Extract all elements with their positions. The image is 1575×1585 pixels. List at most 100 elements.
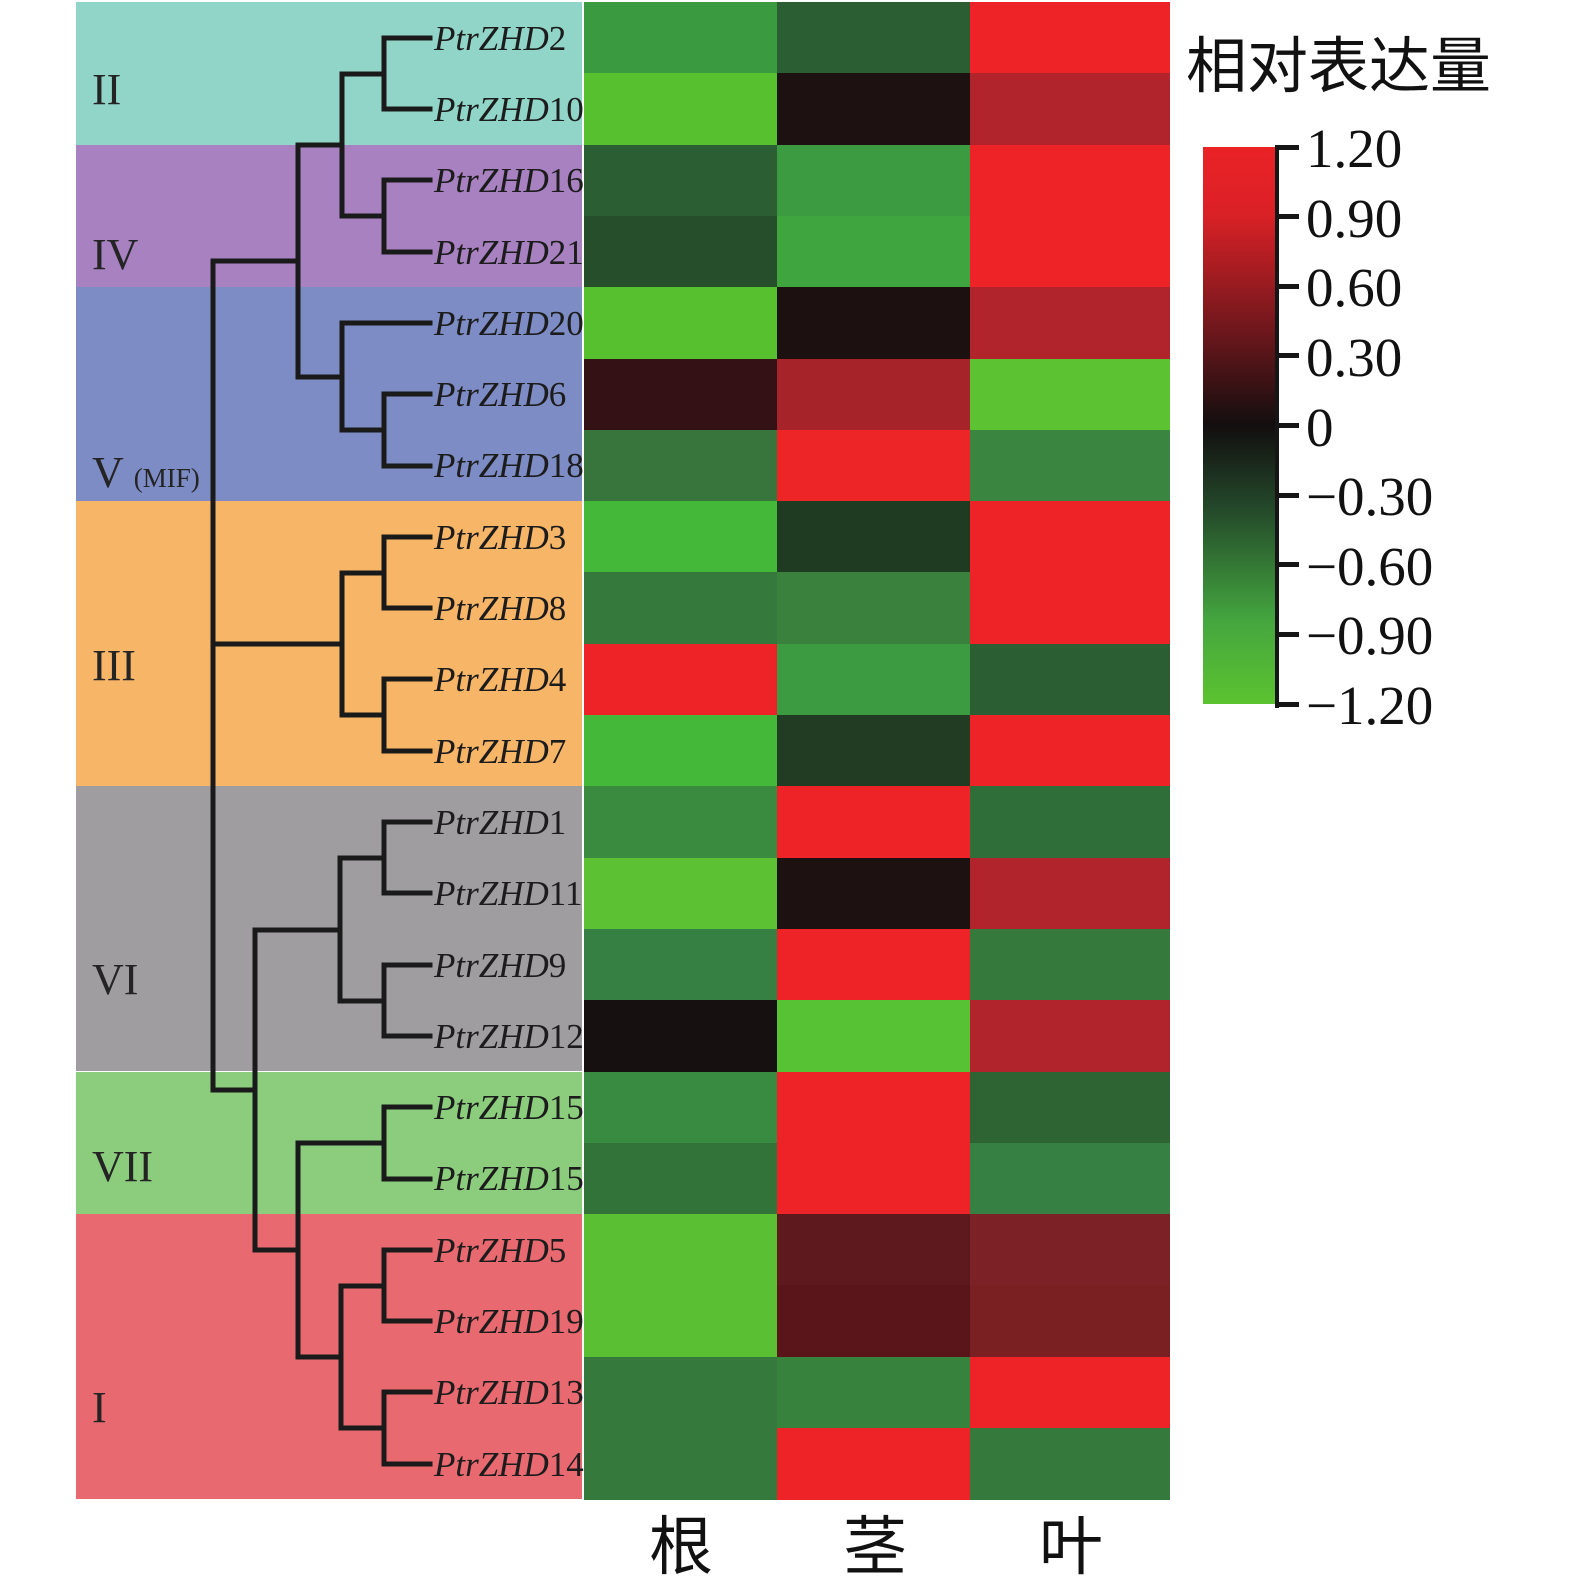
legend-tick-0.30 (1275, 353, 1299, 359)
gene-number: 6 (548, 375, 567, 415)
gene-name-italic-prefix: PtrZHD (434, 517, 549, 557)
tree-branches (210, 35, 433, 1467)
gene-number: 21 (548, 232, 584, 272)
gene-name-italic-prefix: PtrZHD (434, 1159, 549, 1199)
gene-label-PtrZHD7-row11: PtrZHD7 (434, 734, 566, 769)
heatmap-cell-PtrZHD21-root (584, 215, 777, 288)
gene-label-PtrZHD18-row7: PtrZHD18 (434, 448, 584, 483)
clade-sublabel: (MIF) (133, 463, 200, 493)
gene-name-italic-prefix: PtrZHD (434, 1444, 549, 1484)
heatmap-cell-PtrZHD16-stem (777, 144, 970, 217)
heatmap-cell-PtrZHD15-leaf (970, 1071, 1170, 1144)
gene-name-italic-prefix: PtrZHD (434, 874, 549, 914)
heatmap-cell-PtrZHD14-stem (777, 1428, 970, 1501)
gene-label-PtrZHD15-row17: PtrZHD15 (434, 1161, 584, 1196)
gene-name-italic-prefix: PtrZHD (434, 1373, 549, 1413)
heatmap-cell-PtrZHD3-root (584, 501, 777, 574)
gene-number: 10 (548, 89, 584, 129)
legend-gradient-bar (1203, 147, 1275, 704)
gene-label-PtrZHD4-row10: PtrZHD4 (434, 662, 566, 697)
heatmap-cell-PtrZHD15-root (584, 1142, 777, 1215)
clade-label-IV: IV (92, 233, 138, 277)
legend-title: 相对表达量 (1186, 34, 1492, 101)
heatmap-cell-PtrZHD8-stem (777, 572, 970, 645)
legend-tick-0.60 (1275, 283, 1299, 289)
heatmap-cell-PtrZHD12-leaf (970, 1000, 1170, 1073)
clade-block-V (76, 287, 582, 502)
column-label-root: 根 (649, 1512, 713, 1583)
gene-number: 11 (548, 874, 583, 914)
clade-label-II: II (92, 68, 121, 112)
gene-name-italic-prefix: PtrZHD (434, 731, 549, 771)
heatmap-cell-PtrZHD16-root (584, 144, 777, 217)
legend-tick-0 (1275, 423, 1299, 429)
heatmap-cell-PtrZHD18-stem (777, 429, 970, 502)
heatmap-cell-PtrZHD16-leaf (970, 144, 1170, 217)
gene-name-italic-prefix: PtrZHD (434, 660, 549, 700)
gene-label-PtrZHD21-row4: PtrZHD21 (434, 235, 584, 270)
column-label-stem: 茎 (843, 1512, 907, 1583)
gene-label-PtrZHD11-row13: PtrZHD11 (434, 876, 582, 911)
clade-roman-numeral: III (92, 641, 136, 690)
legend-tick-−0.90 (1275, 631, 1299, 637)
legend-tick-label-0.30: 0.30 (1306, 326, 1403, 388)
heatmap-cell-PtrZHD19-leaf (970, 1285, 1170, 1358)
heatmap-cell-PtrZHD14-root (584, 1428, 777, 1501)
legend-tick-1.20 (1275, 144, 1299, 150)
heatmap-cell-PtrZHD9-root (584, 928, 777, 1001)
heatmap-cell-PtrZHD9-leaf (970, 928, 1170, 1001)
legend-tick-label-−0.30: −0.30 (1306, 466, 1434, 528)
heatmap-cell-PtrZHD10-stem (777, 73, 970, 146)
gene-label-PtrZHD9-row14: PtrZHD9 (434, 948, 566, 983)
gene-label-PtrZHD6-row6: PtrZHD6 (434, 377, 566, 412)
heatmap-cell-PtrZHD18-leaf (970, 429, 1170, 502)
gene-number: 20 (548, 303, 584, 343)
heatmap-cell-PtrZHD21-stem (777, 215, 970, 288)
gene-label-PtrZHD12-row15: PtrZHD12 (434, 1019, 584, 1054)
heatmap-cell-PtrZHD3-stem (777, 501, 970, 574)
heatmap-cell-PtrZHD21-leaf (970, 215, 1170, 288)
gene-name-italic-prefix: PtrZHD (434, 1088, 549, 1128)
heatmap-cell-PtrZHD2-leaf (970, 2, 1170, 75)
gene-name-italic-prefix: PtrZHD (434, 303, 549, 343)
heatmap-cell-PtrZHD11-root (584, 857, 777, 930)
gene-name-italic-prefix: PtrZHD (434, 945, 549, 985)
heatmap-cell-PtrZHD2-stem (777, 2, 970, 75)
gene-name-italic-prefix: PtrZHD (434, 802, 549, 842)
column-label-leaf: 叶 (1039, 1512, 1103, 1583)
heatmap-cell-PtrZHD13-stem (777, 1356, 970, 1429)
legend-tick-label-0: 0 (1306, 396, 1334, 458)
legend-tick-0.90 (1275, 214, 1299, 220)
clade-label-I: I (92, 1386, 107, 1430)
heatmap-cell-PtrZHD4-root (584, 643, 777, 716)
gene-number: 5 (548, 1230, 567, 1270)
gene-number: 3 (548, 517, 567, 557)
clade-roman-numeral: VII (92, 1142, 154, 1191)
heatmap-cell-PtrZHD6-leaf (970, 358, 1170, 431)
heatmap-cell-PtrZHD19-stem (777, 1285, 970, 1358)
gene-name-italic-prefix: PtrZHD (434, 89, 549, 129)
gene-label-PtrZHD16-row3: PtrZHD16 (434, 163, 584, 198)
gene-number: 13 (548, 1373, 584, 1413)
gene-label-PtrZHD2-row1: PtrZHD2 (434, 21, 566, 56)
legend-tick-label-−0.60: −0.60 (1306, 535, 1434, 597)
heatmap-cell-PtrZHD13-leaf (970, 1356, 1170, 1429)
heatmap-cell-PtrZHD15-stem (777, 1071, 970, 1144)
heatmap-cell-PtrZHD20-root (584, 287, 777, 360)
gene-number: 9 (548, 945, 567, 985)
gene-label-PtrZHD14-row21: PtrZHD14 (434, 1447, 584, 1482)
heatmap-cell-PtrZHD20-leaf (970, 287, 1170, 360)
heatmap-cell-PtrZHD1-stem (777, 786, 970, 859)
gene-name-italic-prefix: PtrZHD (434, 18, 549, 58)
heatmap-cell-PtrZHD15-leaf (970, 1142, 1170, 1215)
legend-tick-label-−1.20: −1.20 (1306, 675, 1434, 737)
gene-name-italic-prefix: PtrZHD (434, 1230, 549, 1270)
gene-name-italic-prefix: PtrZHD (434, 1302, 549, 1342)
gene-number: 7 (548, 731, 567, 771)
heatmap-cell-PtrZHD18-root (584, 429, 777, 502)
gene-label-PtrZHD19-row19: PtrZHD19 (434, 1304, 584, 1339)
heatmap-cell-PtrZHD9-stem (777, 928, 970, 1001)
clade-roman-numeral: I (92, 1383, 107, 1432)
heatmap-cell-PtrZHD13-root (584, 1356, 777, 1429)
